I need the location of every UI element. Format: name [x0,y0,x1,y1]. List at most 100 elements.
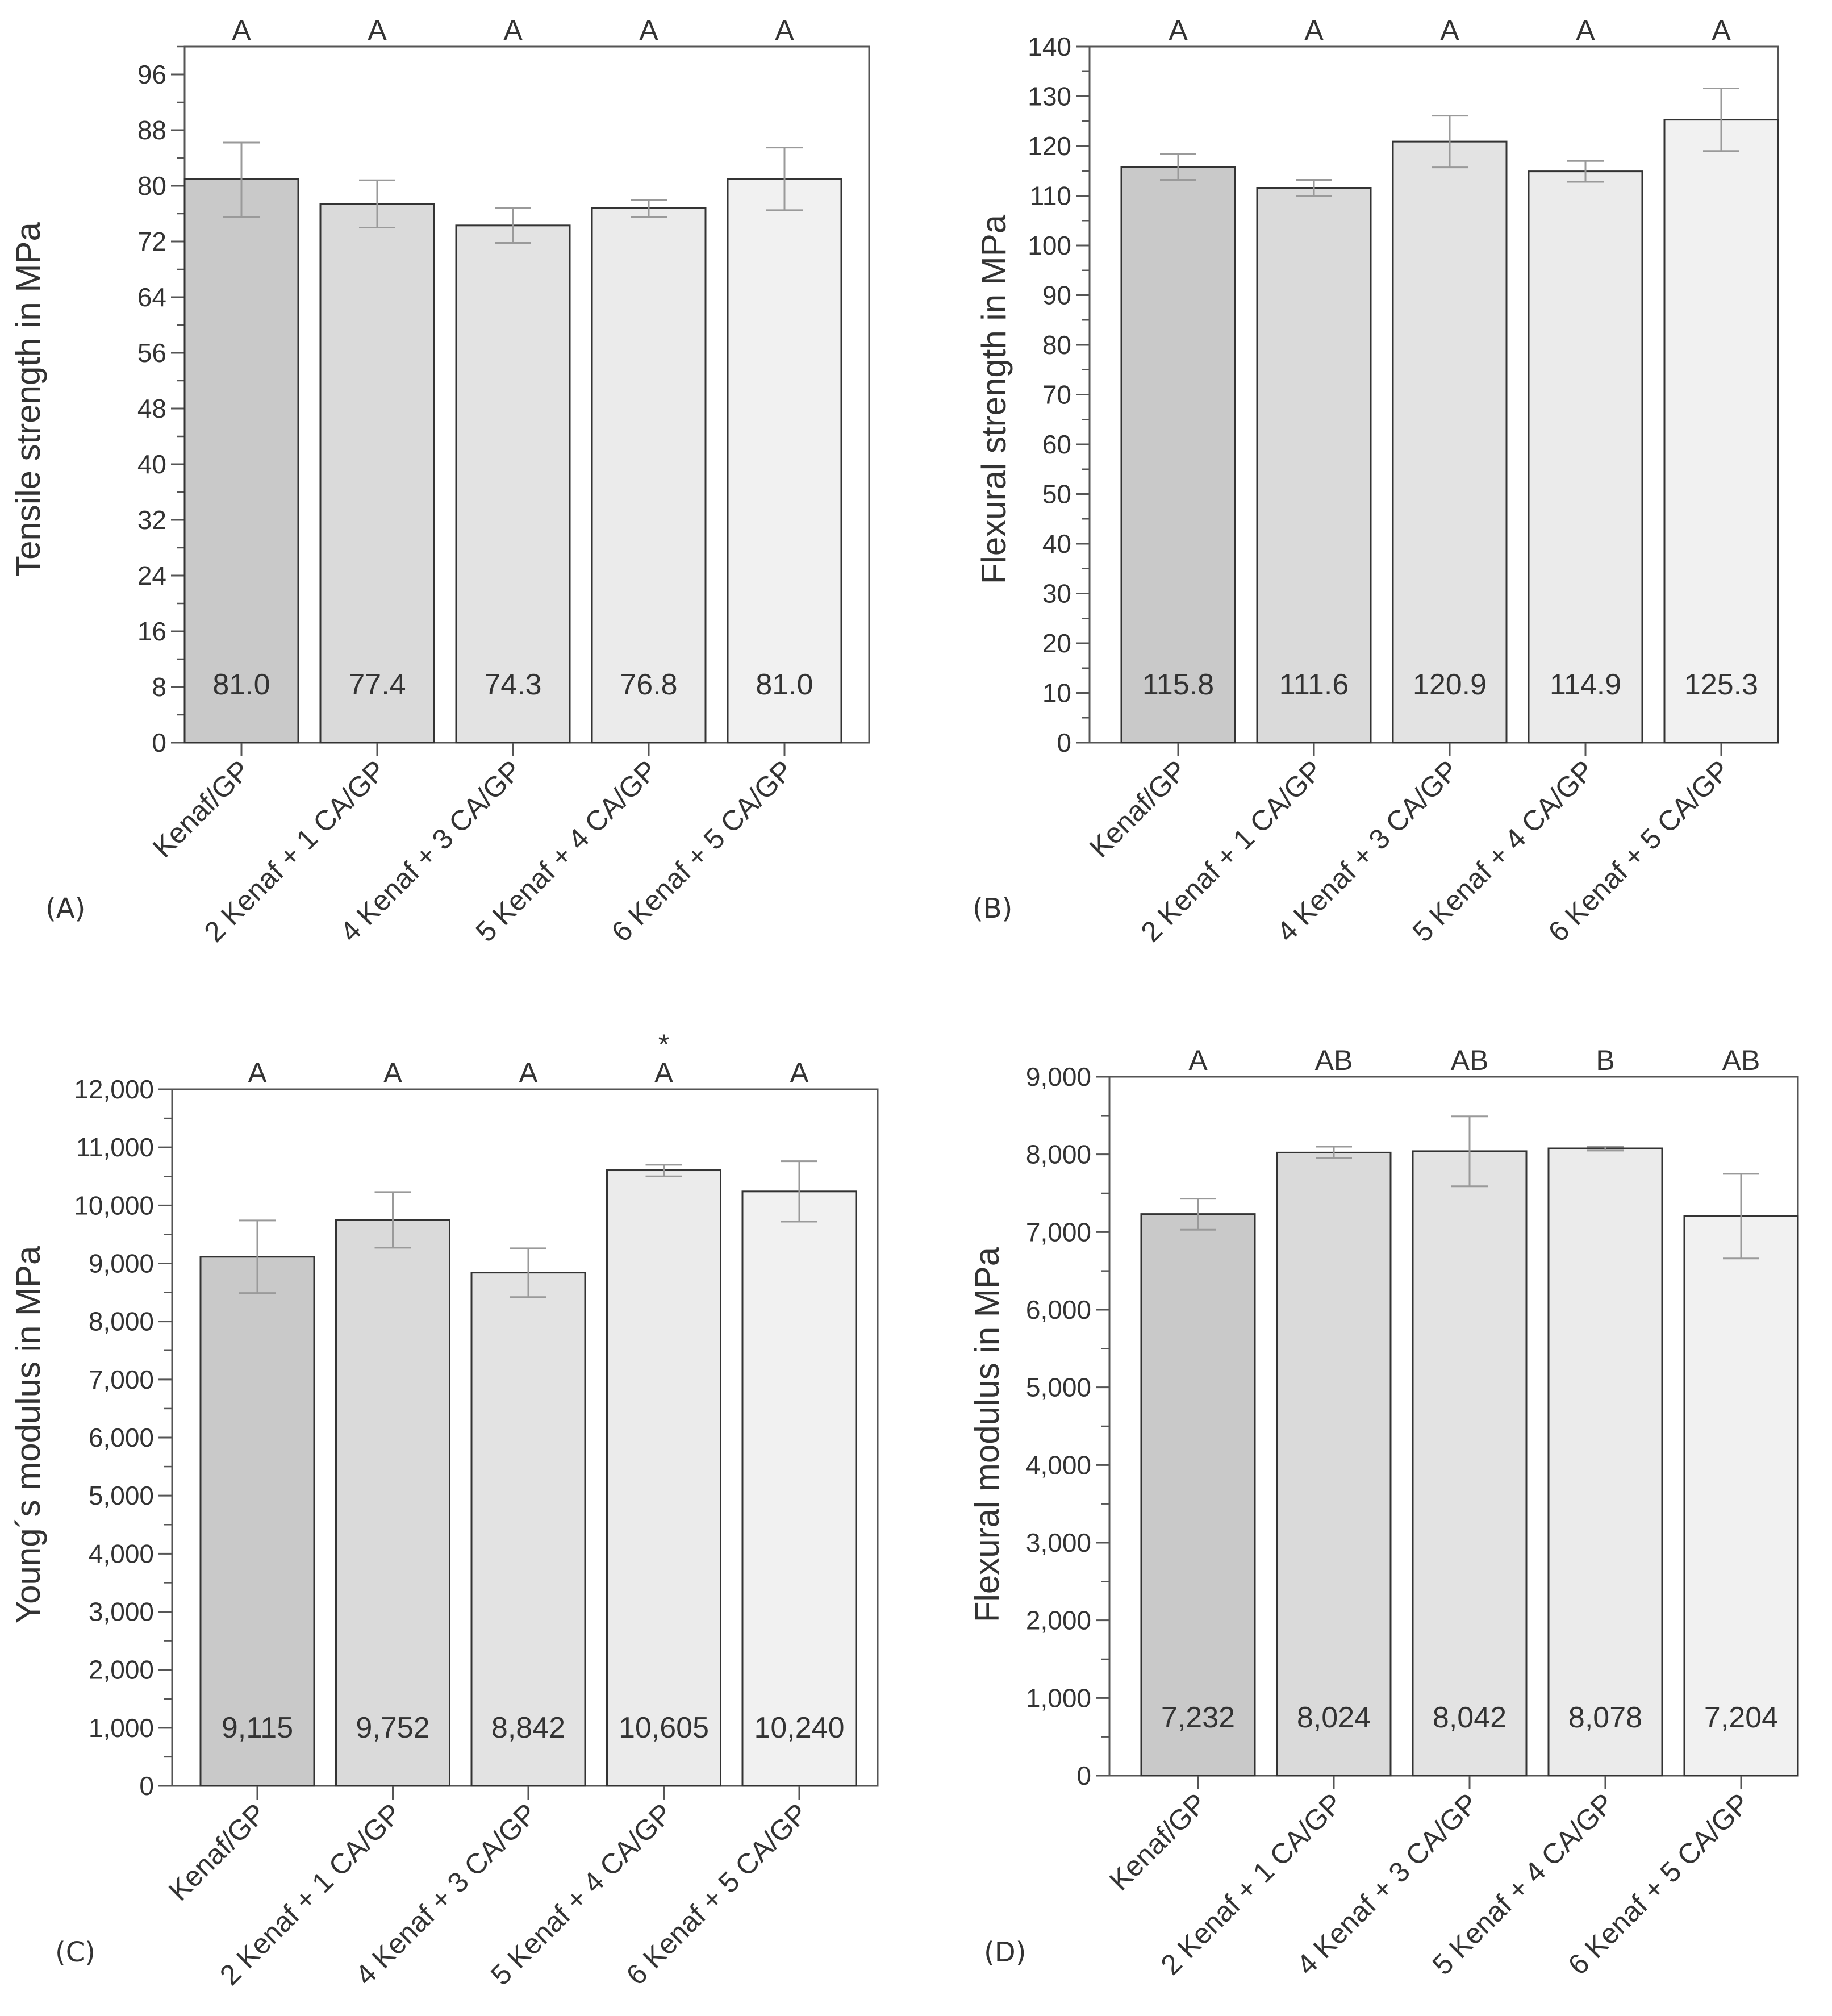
y-tick-label: 6,000 [1026,1295,1091,1324]
group-letter: A [248,1057,267,1089]
group-letter: A [519,1057,538,1089]
y-tick-label: 2,000 [89,1655,154,1685]
y-tick-label: 50 [1042,480,1071,509]
y-tick-label: 5,000 [89,1481,154,1510]
y-tick-label: 16 [137,617,166,646]
bar-2-kenaf-1-ca-gp [319,203,435,744]
bar-2-kenaf-1-ca-gp [1276,1151,1392,1777]
bar-2-kenaf-1-ca-gp [335,1219,450,1787]
bar-value-label: 120.9 [1413,668,1487,701]
y-tick-label: 120 [1028,131,1071,161]
bar-value-label: 81.0 [756,668,813,701]
bar-6-kenaf-5-ca-gp [727,178,842,744]
bar-kenaf-gp [183,178,299,744]
panel-label: (B) [973,893,1012,924]
bar-6-kenaf-5-ca-gp [1683,1215,1799,1777]
bar-value-label: 7,204 [1704,1701,1778,1734]
y-tick-label: 1,000 [1026,1683,1091,1713]
bar-kenaf-gp [199,1256,315,1787]
bar-kenaf-gp [1120,166,1236,744]
panel-label: (C) [55,1936,95,1968]
x-category-label: Kenaf/GP [1083,754,1193,864]
bar-6-kenaf-5-ca-gp [1663,119,1779,744]
group-letter: A [639,14,658,46]
bar-value-label: 7,232 [1161,1701,1235,1734]
group-letter: A [1188,1044,1208,1076]
group-letter: A [383,1057,403,1089]
panel-a-tensile-strength: 0 8 16 24 32 40 48 56 64 72 80 88 96 Tensile strength… [9,14,870,948]
y-tick-label: 2,000 [1026,1606,1091,1635]
y-tick-label: 12,000 [74,1074,154,1104]
x-category-label: Kenaf/GP [162,1797,272,1907]
bar-4-kenaf-3-ca-gp [1412,1150,1528,1777]
group-letter: A [503,14,523,46]
group-letter: A [1576,14,1595,46]
bar-value-label: 9,752 [356,1711,429,1744]
y-tick-label: 64 [137,282,166,312]
group-letter: B [1596,1044,1614,1076]
bar-value-label: 74.3 [484,668,541,701]
bar-6-kenaf-5-ca-gp [741,1190,857,1787]
group-letter: A [1304,14,1324,46]
y-tick-label: 10,000 [74,1190,154,1220]
y-tick-label: 96 [137,60,166,89]
y-tick-label: 130 [1028,82,1071,111]
group-letter: AB [1722,1044,1760,1076]
bar-5-kenaf-4-ca-gp [591,207,707,744]
panel-b-flexural-strength: 0 10 20 30 40 50 60 70 80 90 100 110 120 130 140 Flexur… [973,14,1779,948]
group-letter: A [654,1057,674,1089]
y-tick-label: 48 [137,394,166,423]
group-letter: A [1440,14,1459,46]
panel-label: (A) [45,893,85,924]
y-tick-label: 80 [137,171,166,201]
group-letter: A [790,1057,809,1089]
y-tick-label: 0 [1057,728,1071,757]
y-tick-label: 7,000 [1026,1217,1091,1247]
y-tick-label: 40 [137,449,166,479]
y-tick-label: 5,000 [1026,1373,1091,1402]
y-axis-title: Flexural modulus in MPa [968,1247,1006,1622]
bar-value-label: 8,842 [491,1711,565,1744]
y-tick-label: 8 [152,672,166,702]
y-tick-label: 8,000 [89,1307,154,1336]
panel-label: (D) [984,1936,1026,1968]
group-letter: AB [1451,1044,1489,1076]
y-tick-label: 32 [137,505,166,535]
bar-value-label: 9,115 [222,1711,293,1744]
y-tick-label: 9,000 [89,1249,154,1278]
panel-d-flexural-modulus: 0 1,000 2,000 3,000 4,000 5,000 6,000 7,000 8,00… [968,1044,1799,1981]
group-letter: AB [1315,1044,1353,1076]
y-axis-title: Tensile strength in MPa [9,222,47,577]
y-tick-label: 70 [1042,380,1071,410]
group-letter: A [232,14,251,46]
y-tick-label: 0 [152,728,166,757]
y-tick-label: 80 [1042,330,1071,360]
bar-value-label: 76.8 [620,668,677,701]
group-letter: A [1712,14,1731,46]
y-tick-label: 56 [137,338,166,368]
y-tick-label: 1,000 [89,1713,154,1743]
x-category-label: Kenaf/GP [147,754,256,864]
y-tick-label: 4,000 [1026,1450,1091,1480]
bar-value-label: 8,078 [1568,1701,1642,1734]
y-tick-label: 4,000 [89,1539,154,1568]
bar-kenaf-gp [1140,1213,1256,1777]
bar-value-label: 125.3 [1684,668,1758,701]
group-letter: A [775,14,794,46]
y-tick-label: 9,000 [1026,1062,1091,1092]
y-tick-label: 30 [1042,579,1071,609]
bar-5-kenaf-4-ca-gp [606,1169,721,1787]
bar-value-label: 115.8 [1142,668,1214,701]
y-tick-label: 88 [137,115,166,145]
bar-4-kenaf-3-ca-gp [470,1272,586,1787]
y-tick-label: 6,000 [89,1423,154,1452]
bar-4-kenaf-3-ca-gp [455,224,571,744]
y-tick-label: 110 [1030,181,1071,211]
significance-star: * [658,1028,669,1060]
y-tick-label: 0 [1076,1761,1091,1790]
bar-5-kenaf-4-ca-gp [1528,170,1643,744]
y-tick-label: 3,000 [1026,1528,1091,1557]
bar-value-label: 8,042 [1433,1701,1507,1734]
y-axis-title: Young´s modulus in MPa [9,1246,47,1623]
